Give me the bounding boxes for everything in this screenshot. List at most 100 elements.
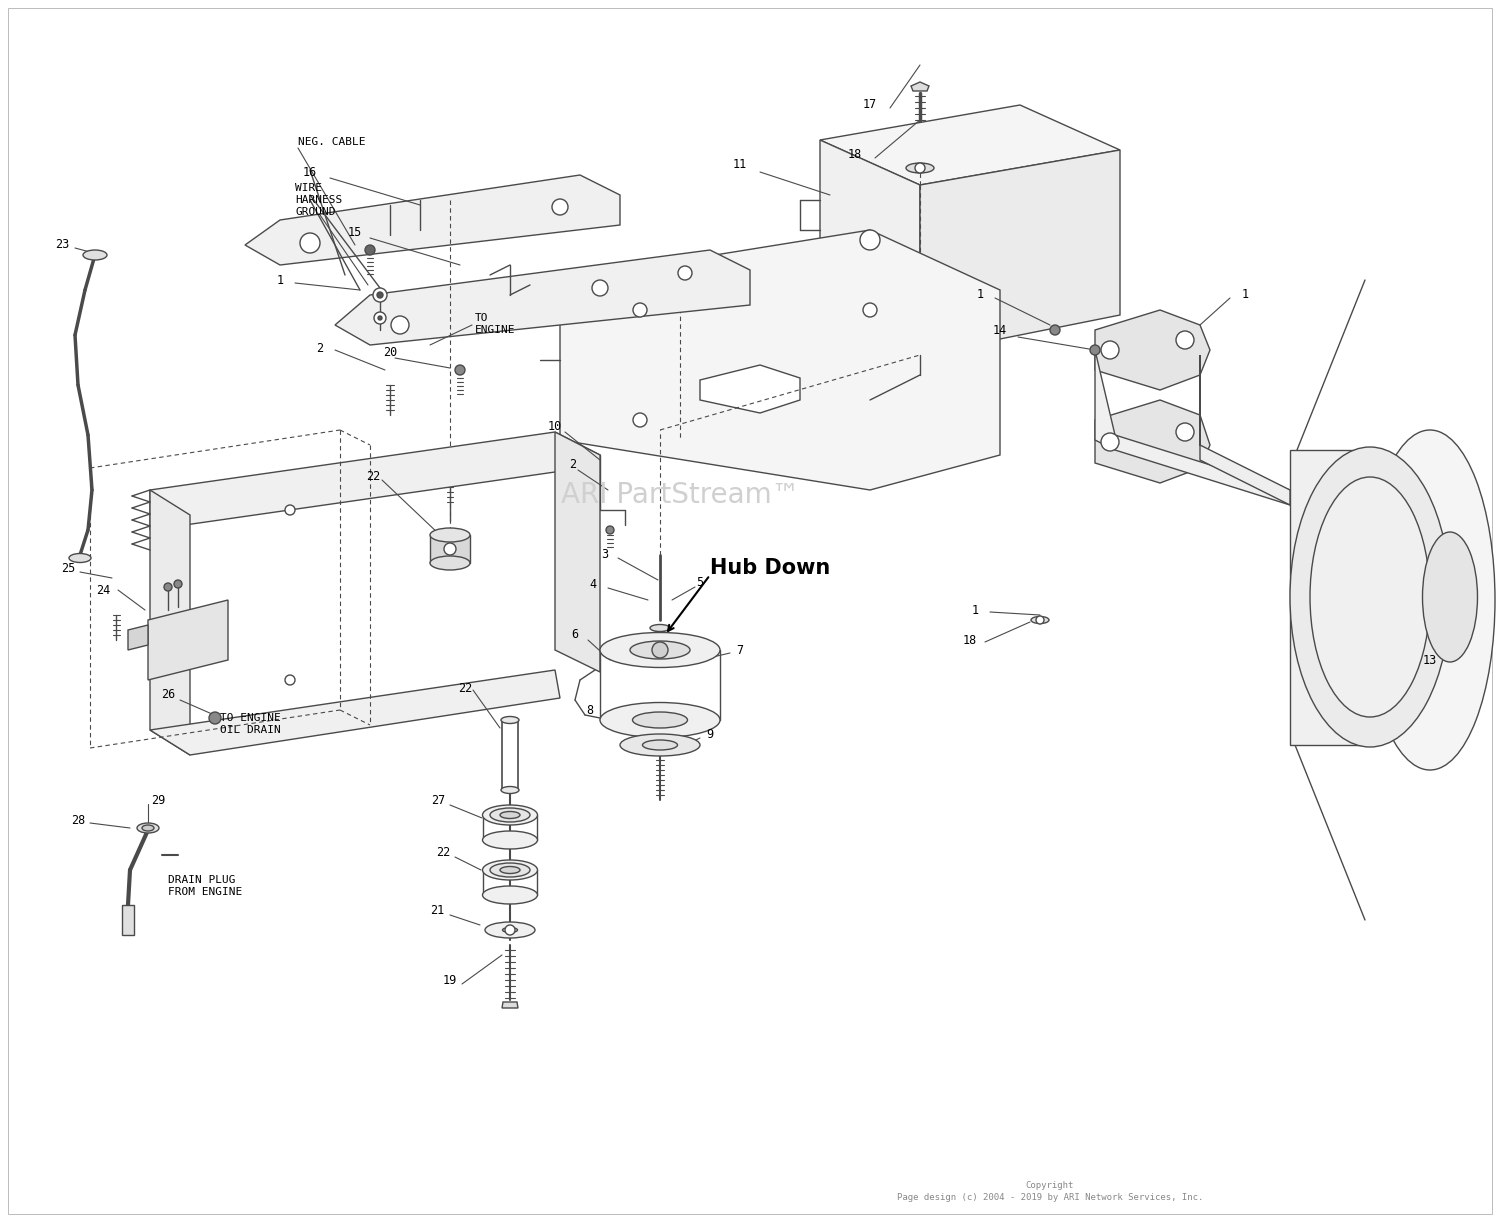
Circle shape [374, 288, 387, 302]
Circle shape [1050, 325, 1060, 335]
Circle shape [1090, 345, 1100, 356]
Text: 2: 2 [316, 341, 324, 354]
Text: NEG. CABLE: NEG. CABLE [298, 137, 366, 147]
Polygon shape [1095, 310, 1210, 390]
Ellipse shape [430, 556, 470, 569]
Text: 23: 23 [56, 238, 69, 252]
Circle shape [633, 413, 646, 426]
Circle shape [633, 303, 646, 316]
Polygon shape [503, 1002, 518, 1008]
Ellipse shape [142, 825, 154, 831]
Text: 7: 7 [736, 644, 744, 656]
Circle shape [374, 312, 386, 324]
Ellipse shape [483, 886, 537, 904]
Polygon shape [148, 600, 228, 679]
Polygon shape [555, 433, 600, 672]
Polygon shape [821, 141, 920, 356]
Ellipse shape [1030, 617, 1048, 623]
Text: 10: 10 [548, 420, 562, 434]
Text: OIL DRAIN: OIL DRAIN [220, 725, 280, 734]
Ellipse shape [642, 741, 678, 750]
Circle shape [552, 199, 568, 215]
Text: WIRE: WIRE [296, 183, 322, 193]
Ellipse shape [136, 822, 159, 833]
Text: 1: 1 [276, 274, 284, 286]
Polygon shape [700, 365, 800, 413]
Polygon shape [1290, 450, 1370, 745]
Ellipse shape [483, 805, 537, 825]
Text: 27: 27 [430, 793, 445, 807]
Text: 28: 28 [70, 814, 86, 826]
Text: TO ENGINE: TO ENGINE [220, 712, 280, 723]
Text: 6: 6 [572, 628, 579, 642]
Text: 29: 29 [152, 793, 165, 807]
Polygon shape [1200, 356, 1290, 505]
Circle shape [174, 580, 182, 588]
Circle shape [606, 525, 613, 534]
Circle shape [300, 233, 320, 253]
Ellipse shape [500, 866, 520, 874]
Circle shape [592, 280, 608, 296]
Text: 5: 5 [696, 576, 703, 589]
Ellipse shape [620, 734, 701, 756]
Text: 1: 1 [972, 604, 978, 617]
Ellipse shape [630, 642, 690, 659]
Circle shape [164, 583, 172, 591]
Text: 18: 18 [847, 149, 862, 161]
Ellipse shape [490, 808, 530, 822]
Text: 1: 1 [976, 288, 984, 302]
Text: 13: 13 [1424, 654, 1437, 666]
Polygon shape [244, 175, 620, 265]
Ellipse shape [501, 787, 519, 793]
Ellipse shape [1290, 447, 1450, 747]
Ellipse shape [600, 703, 720, 738]
Circle shape [285, 505, 296, 514]
Ellipse shape [82, 251, 106, 260]
Text: FROM ENGINE: FROM ENGINE [168, 887, 243, 897]
Text: 4: 4 [590, 578, 597, 591]
Text: 22: 22 [366, 470, 380, 484]
Text: HARNESS: HARNESS [296, 196, 342, 205]
Ellipse shape [1310, 477, 1430, 717]
Text: 3: 3 [602, 549, 609, 561]
Ellipse shape [1365, 430, 1496, 770]
Text: 17: 17 [862, 99, 877, 111]
Text: TO: TO [476, 313, 489, 323]
Circle shape [862, 303, 877, 316]
Text: DRAIN PLUG: DRAIN PLUG [168, 875, 236, 885]
Text: Page design (c) 2004 - 2019 by ARI Network Services, Inc.: Page design (c) 2004 - 2019 by ARI Netwo… [897, 1194, 1203, 1202]
Polygon shape [150, 670, 560, 755]
Ellipse shape [483, 831, 537, 849]
Circle shape [378, 316, 382, 320]
Circle shape [506, 925, 515, 935]
Polygon shape [821, 105, 1120, 185]
Circle shape [209, 712, 220, 723]
Text: 16: 16 [303, 166, 316, 180]
Circle shape [859, 230, 880, 251]
Circle shape [678, 266, 692, 280]
Text: 22: 22 [436, 846, 450, 859]
Text: 2: 2 [570, 458, 576, 472]
Circle shape [392, 316, 410, 334]
Ellipse shape [650, 624, 670, 632]
Ellipse shape [1422, 532, 1478, 662]
Circle shape [915, 163, 926, 174]
Text: Copyright: Copyright [1026, 1180, 1074, 1189]
Text: 9: 9 [706, 728, 714, 742]
Polygon shape [128, 624, 148, 650]
Text: 20: 20 [382, 347, 398, 359]
Ellipse shape [600, 633, 720, 667]
Ellipse shape [490, 863, 530, 877]
Circle shape [1176, 423, 1194, 441]
Text: 24: 24 [96, 583, 109, 596]
Circle shape [1036, 616, 1044, 624]
Text: ENGINE: ENGINE [476, 325, 516, 335]
Circle shape [444, 543, 456, 555]
Ellipse shape [483, 860, 537, 880]
Text: 21: 21 [430, 903, 444, 916]
Polygon shape [1095, 349, 1290, 505]
Polygon shape [334, 251, 750, 345]
Polygon shape [1095, 400, 1210, 483]
Text: 11: 11 [734, 159, 747, 171]
Ellipse shape [484, 923, 536, 938]
